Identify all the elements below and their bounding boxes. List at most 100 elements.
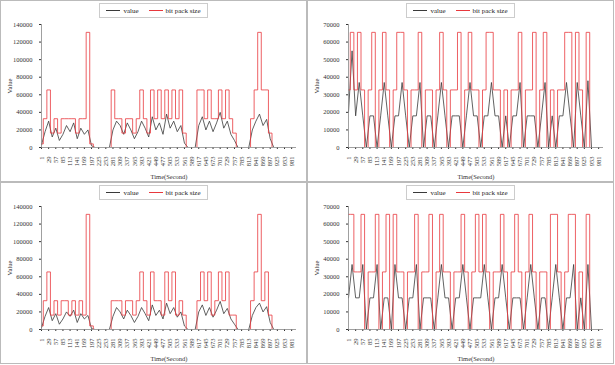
svg-text:701: 701 (216, 339, 223, 349)
svg-text:120000: 120000 (13, 220, 33, 227)
svg-text:29: 29 (45, 339, 52, 346)
svg-text:20000: 20000 (323, 290, 339, 297)
svg-text:141: 141 (73, 339, 80, 349)
svg-text:365: 365 (437, 339, 444, 349)
svg-text:505: 505 (473, 339, 480, 349)
svg-text:Value: Value (6, 260, 13, 275)
svg-text:421: 421 (452, 339, 459, 349)
svg-text:85: 85 (59, 157, 66, 164)
svg-text:80000: 80000 (16, 73, 32, 80)
svg-text:813: 813 (552, 157, 559, 167)
svg-text:1: 1 (38, 339, 45, 342)
svg-text:533: 533 (173, 339, 180, 349)
svg-text:841: 841 (252, 157, 259, 167)
svg-text:561: 561 (181, 339, 188, 349)
svg-text:197: 197 (88, 156, 95, 167)
svg-text:953: 953 (281, 339, 288, 349)
svg-text:897: 897 (266, 156, 273, 167)
svg-text:30000: 30000 (323, 91, 339, 98)
svg-text:785: 785 (238, 339, 245, 349)
svg-text:225: 225 (402, 157, 409, 167)
svg-text:869: 869 (566, 157, 573, 167)
svg-text:40000: 40000 (323, 73, 339, 80)
svg-text:309: 309 (423, 339, 430, 349)
svg-text:281: 281 (109, 339, 116, 349)
svg-text:645: 645 (202, 157, 209, 167)
svg-text:10000: 10000 (323, 308, 339, 315)
svg-text:1: 1 (345, 339, 352, 342)
svg-text:421: 421 (145, 339, 152, 349)
svg-text:57: 57 (52, 156, 59, 163)
svg-text:645: 645 (202, 339, 209, 349)
svg-text:309: 309 (116, 157, 123, 167)
svg-text:281: 281 (416, 339, 423, 349)
svg-text:477: 477 (159, 156, 166, 167)
svg-text:393: 393 (138, 339, 145, 349)
svg-text:449: 449 (459, 157, 466, 167)
svg-text:225: 225 (95, 339, 102, 349)
svg-text:29: 29 (352, 339, 359, 346)
svg-text:253: 253 (409, 339, 416, 349)
svg-text:57: 57 (359, 156, 366, 163)
svg-text:309: 309 (116, 339, 123, 349)
svg-text:981: 981 (288, 157, 295, 167)
svg-text:40000: 40000 (16, 290, 32, 297)
svg-text:337: 337 (123, 156, 130, 167)
svg-text:140000: 140000 (13, 203, 33, 210)
svg-text:29: 29 (352, 157, 359, 164)
svg-text:869: 869 (259, 157, 266, 167)
svg-text:897: 897 (573, 156, 580, 167)
svg-text:85: 85 (366, 157, 373, 164)
svg-text:Value: Value (313, 78, 320, 93)
svg-text:449: 449 (459, 339, 466, 349)
svg-text:337: 337 (123, 338, 130, 349)
svg-text:813: 813 (245, 157, 252, 167)
svg-text:80000: 80000 (16, 255, 32, 262)
svg-text:337: 337 (430, 156, 437, 167)
svg-text:169: 169 (80, 157, 87, 167)
svg-text:1: 1 (345, 157, 352, 160)
svg-text:673: 673 (209, 339, 216, 349)
svg-text:589: 589 (188, 339, 195, 349)
svg-text:141: 141 (73, 157, 80, 167)
svg-text:561: 561 (488, 339, 495, 349)
svg-text:20000: 20000 (323, 108, 339, 115)
svg-text:Value: Value (313, 260, 320, 275)
svg-text:617: 617 (195, 338, 202, 349)
svg-text:253: 253 (409, 157, 416, 167)
svg-text:925: 925 (273, 339, 280, 349)
svg-text:729: 729 (530, 339, 537, 349)
svg-text:50000: 50000 (323, 238, 339, 245)
svg-text:113: 113 (66, 157, 73, 167)
svg-text:925: 925 (580, 157, 587, 167)
svg-text:673: 673 (516, 157, 523, 167)
svg-text:Time(Second): Time(Second) (151, 355, 188, 363)
svg-text:449: 449 (152, 157, 159, 167)
svg-text:337: 337 (430, 338, 437, 349)
svg-text:20000: 20000 (16, 126, 32, 133)
svg-text:Time(Second): Time(Second) (458, 355, 495, 363)
svg-text:Time(Second): Time(Second) (151, 173, 188, 181)
svg-text:701: 701 (523, 157, 530, 167)
svg-text:589: 589 (495, 157, 502, 167)
svg-text:533: 533 (173, 157, 180, 167)
svg-text:757: 757 (538, 156, 545, 167)
svg-text:60000: 60000 (16, 91, 32, 98)
svg-text:57: 57 (359, 338, 366, 345)
svg-text:100000: 100000 (13, 56, 33, 63)
svg-text:953: 953 (281, 157, 288, 167)
svg-text:70000: 70000 (323, 203, 339, 210)
svg-text:40000: 40000 (323, 255, 339, 262)
svg-text:477: 477 (466, 338, 473, 349)
svg-text:617: 617 (502, 338, 509, 349)
svg-text:50000: 50000 (323, 56, 339, 63)
svg-text:393: 393 (138, 157, 145, 167)
svg-text:253: 253 (102, 157, 109, 167)
svg-text:60000: 60000 (323, 38, 339, 45)
svg-text:505: 505 (166, 157, 173, 167)
svg-text:953: 953 (588, 157, 595, 167)
svg-text:757: 757 (538, 338, 545, 349)
svg-text:645: 645 (509, 157, 516, 167)
svg-text:981: 981 (595, 339, 602, 349)
svg-text:85: 85 (366, 339, 373, 346)
